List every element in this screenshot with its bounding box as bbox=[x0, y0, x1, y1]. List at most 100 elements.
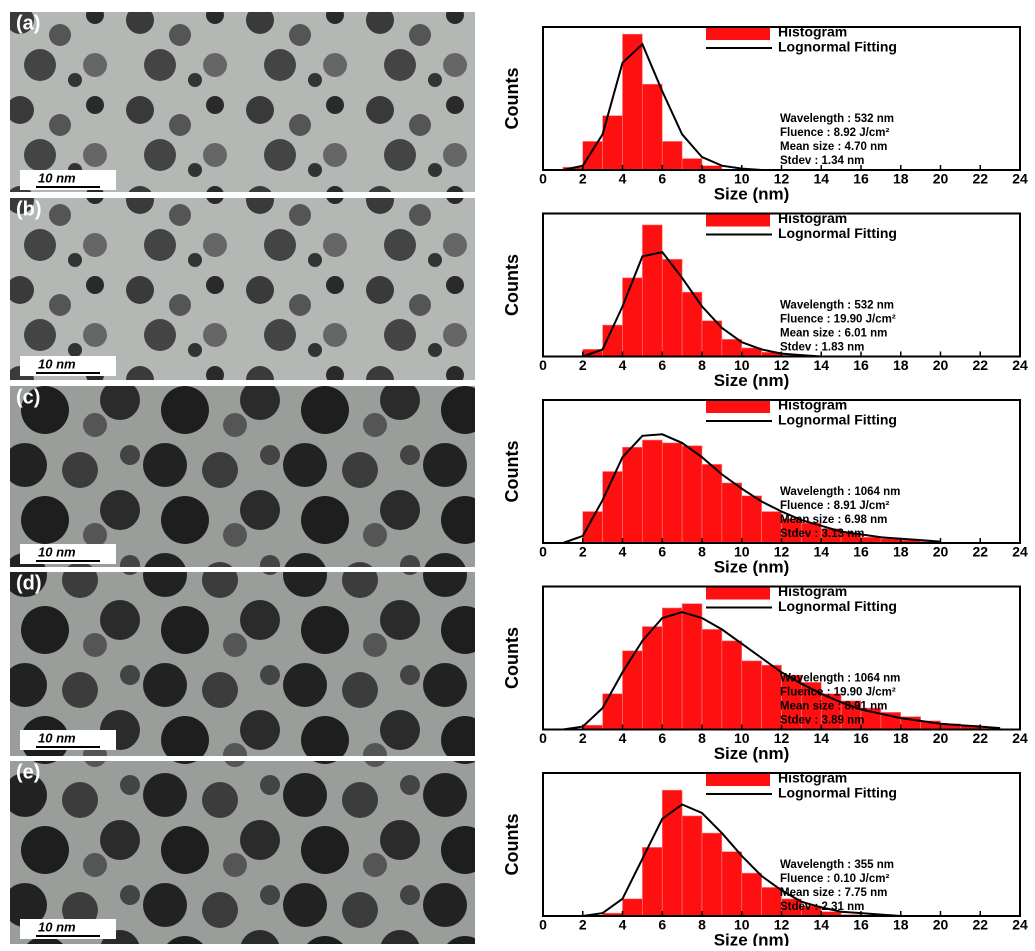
x-tick-label: 16 bbox=[853, 730, 869, 746]
annotation: Fluence : 19.90 J/cm² bbox=[780, 687, 896, 699]
x-tick-label: 6 bbox=[658, 917, 666, 933]
x-tick-label: 2 bbox=[579, 544, 587, 560]
bar bbox=[681, 158, 703, 171]
x-tick-label: 20 bbox=[933, 171, 949, 187]
x-tick-label: 14 bbox=[813, 357, 829, 373]
legend-swatch bbox=[706, 401, 770, 413]
x-tick-label: 12 bbox=[774, 544, 790, 560]
annotation: Fluence : 8.91 J/cm² bbox=[780, 500, 889, 512]
x-tick-label: 8 bbox=[698, 544, 706, 560]
x-tick-label: 6 bbox=[658, 171, 666, 187]
annotation: Mean size : 7.75 nm bbox=[780, 887, 887, 899]
x-tick-label: 2 bbox=[579, 730, 587, 746]
annotation: Mean size : 6.01 nm bbox=[780, 328, 887, 340]
bar bbox=[622, 446, 643, 544]
legend-label: Histogram bbox=[778, 24, 847, 40]
micrograph bbox=[10, 761, 475, 944]
x-tick-label: 6 bbox=[658, 544, 666, 560]
bar bbox=[642, 83, 663, 171]
bar bbox=[642, 626, 663, 730]
micrograph bbox=[10, 572, 475, 756]
panel-label: (a) bbox=[16, 12, 40, 34]
legend-swatch bbox=[706, 214, 770, 227]
x-tick-label: 16 bbox=[853, 544, 869, 560]
bar bbox=[661, 141, 683, 171]
bar bbox=[661, 789, 683, 917]
bar bbox=[681, 445, 703, 544]
x-tick-label: 0 bbox=[539, 171, 547, 187]
annotation: Fluence : 0.10 J/cm² bbox=[780, 873, 889, 885]
x-tick-label: 20 bbox=[933, 730, 949, 746]
legend-swatch bbox=[706, 587, 770, 600]
y-axis-label: Counts bbox=[502, 68, 522, 130]
bar bbox=[701, 629, 723, 730]
panel-label: (c) bbox=[16, 386, 40, 408]
x-tick-label: 22 bbox=[972, 730, 988, 746]
scale-bar-box bbox=[20, 356, 116, 376]
x-tick-label: 20 bbox=[933, 544, 949, 560]
bar bbox=[642, 439, 663, 544]
bar bbox=[642, 224, 663, 357]
x-tick-label: 18 bbox=[893, 171, 909, 187]
micrographs bbox=[10, 12, 475, 944]
x-tick-label: 12 bbox=[774, 357, 790, 373]
fit-curve bbox=[562, 611, 1001, 731]
bar bbox=[681, 815, 703, 917]
x-tick-label: 0 bbox=[539, 730, 547, 746]
legend-label: Lognormal Fitting bbox=[778, 412, 897, 428]
bar bbox=[681, 603, 703, 730]
bar bbox=[761, 664, 782, 730]
legend-label: Histogram bbox=[778, 583, 847, 599]
x-tick-label: 10 bbox=[734, 544, 750, 560]
legend-label: Lognormal Fitting bbox=[778, 225, 897, 241]
scale-bar-label: 10 nm bbox=[38, 170, 76, 185]
legend-label: Lognormal Fitting bbox=[778, 598, 897, 614]
x-tick-label: 16 bbox=[853, 357, 869, 373]
bar bbox=[721, 482, 743, 544]
x-tick-label: 6 bbox=[658, 357, 666, 373]
panel-label: (e) bbox=[16, 761, 40, 783]
legend-label: Histogram bbox=[778, 210, 847, 226]
legend-label: Histogram bbox=[778, 770, 847, 786]
annotation: Wavelength : 1064 nm bbox=[780, 673, 900, 685]
x-tick-label: 14 bbox=[813, 917, 829, 933]
bar bbox=[701, 832, 723, 917]
annotation: Stdev : 2.31 nm bbox=[780, 901, 864, 913]
micrograph bbox=[10, 386, 475, 567]
x-tick-label: 2 bbox=[579, 917, 587, 933]
bar bbox=[642, 847, 663, 917]
x-tick-label: 24 bbox=[1012, 357, 1028, 373]
annotation: Stdev : 1.34 nm bbox=[780, 155, 864, 167]
x-tick-label: 10 bbox=[734, 730, 750, 746]
micrograph bbox=[10, 12, 475, 192]
x-tick-label: 8 bbox=[698, 730, 706, 746]
bar bbox=[661, 607, 683, 730]
legend-label: Histogram bbox=[778, 397, 847, 413]
annotation: Wavelength : 532 nm bbox=[780, 300, 894, 312]
y-axis-label: Counts bbox=[502, 627, 522, 689]
x-tick-label: 4 bbox=[619, 917, 627, 933]
x-tick-label: 14 bbox=[813, 171, 829, 187]
x-tick-label: 18 bbox=[893, 917, 909, 933]
x-tick-label: 2 bbox=[579, 357, 587, 373]
legend-swatch bbox=[706, 28, 770, 40]
panel-label: (d) bbox=[16, 572, 42, 594]
bar bbox=[622, 898, 643, 917]
y-axis-label: Counts bbox=[502, 254, 522, 316]
x-tick-label: 24 bbox=[1012, 730, 1028, 746]
bar bbox=[741, 495, 762, 544]
bar bbox=[661, 442, 683, 544]
scale-bar-box bbox=[20, 919, 116, 939]
bar bbox=[602, 471, 623, 544]
bar bbox=[721, 339, 743, 357]
x-tick-label: 24 bbox=[1012, 544, 1028, 560]
x-tick-label: 10 bbox=[734, 171, 750, 187]
y-axis-label: Counts bbox=[502, 441, 522, 503]
bar bbox=[602, 693, 623, 730]
x-axis-label: Size (nm) bbox=[714, 930, 790, 946]
scale-bar-box bbox=[20, 730, 116, 750]
bar bbox=[701, 464, 723, 544]
bar bbox=[721, 851, 743, 917]
scale-bar-box bbox=[20, 544, 116, 564]
